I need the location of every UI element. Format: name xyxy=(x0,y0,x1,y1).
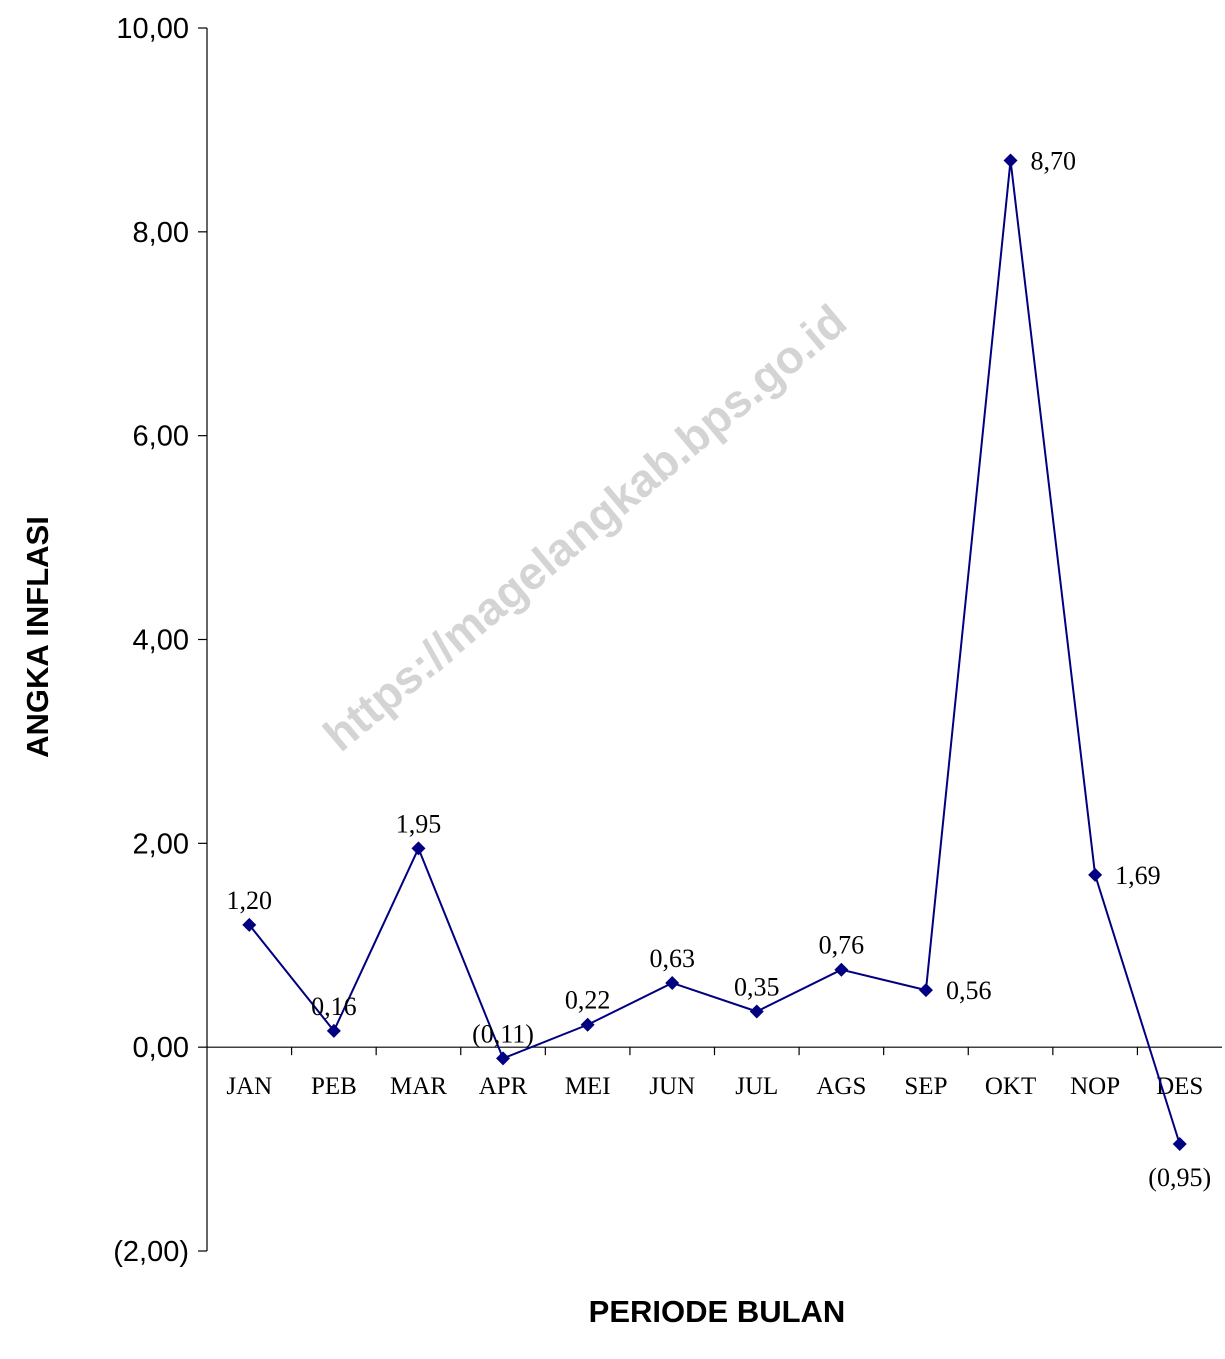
x-tick-label: SEP xyxy=(904,1073,947,1100)
x-tick-label: APR xyxy=(479,1073,528,1100)
series-group xyxy=(242,153,1187,1151)
y-tick-label: 8,00 xyxy=(133,217,189,249)
y-tick-label: (2,00) xyxy=(113,1236,189,1268)
data-label: 8,70 xyxy=(1031,146,1077,175)
data-point-marker xyxy=(1172,1136,1187,1151)
data-point-marker xyxy=(242,917,257,932)
data-label: 1,95 xyxy=(396,809,442,838)
x-tick-label: OKT xyxy=(985,1073,1036,1100)
data-point-marker xyxy=(665,975,680,990)
data-point-marker xyxy=(749,1004,764,1019)
data-point-marker xyxy=(1088,867,1103,882)
x-tick-label: NOP xyxy=(1070,1073,1120,1100)
data-label: (0,95) xyxy=(1148,1163,1211,1192)
data-label: 0,63 xyxy=(649,944,695,973)
watermark-text: https://magelangkab.bps.go.id xyxy=(313,294,855,761)
x-axis-title: PERIODE BULAN xyxy=(589,1294,846,1329)
x-tick-label: JUL xyxy=(735,1073,778,1100)
x-tick-label: PEB xyxy=(311,1073,357,1100)
data-point-marker xyxy=(834,962,849,977)
y-tick-label: 10,00 xyxy=(116,13,189,45)
x-tick-label: AGS xyxy=(816,1073,866,1100)
data-point-marker xyxy=(1003,153,1018,168)
data-label: 0,35 xyxy=(734,972,780,1001)
data-label: 1,69 xyxy=(1115,861,1161,890)
x-tick-label: JAN xyxy=(226,1073,272,1100)
x-tick-label: JUN xyxy=(649,1073,695,1100)
x-tick-label: MAR xyxy=(390,1073,447,1100)
y-tick-label: 0,00 xyxy=(133,1032,189,1064)
data-label: 0,76 xyxy=(819,931,865,960)
x-axis-ticks: JAN PEB MAR APR MEI JUN JUL AGS SEP OKT NOP DES xyxy=(226,1047,1203,1100)
data-label: 0,16 xyxy=(311,992,357,1021)
x-tick-label: MEI xyxy=(565,1073,611,1100)
data-point-marker xyxy=(580,1017,595,1032)
y-tick-label: 2,00 xyxy=(133,828,189,860)
data-label: (0,11) xyxy=(472,1019,534,1048)
y-axis-title: ANGKA INFLASI xyxy=(20,516,55,758)
data-point-marker xyxy=(326,1023,341,1038)
y-tick-label: 6,00 xyxy=(133,421,189,453)
data-point-marker xyxy=(411,841,426,856)
series-line xyxy=(248,160,1181,1145)
data-point-marker xyxy=(496,1051,511,1066)
data-label: 1,20 xyxy=(227,886,273,915)
data-label: 0,22 xyxy=(565,986,611,1015)
axes xyxy=(206,28,1222,1251)
y-axis-ticks: 10,00 8,00 6,00 4,00 2,00 0,00 (2,00) xyxy=(113,13,207,1268)
data-label: 0,56 xyxy=(946,976,992,1005)
data-point-marker xyxy=(918,983,933,998)
y-tick-label: 4,00 xyxy=(133,625,189,657)
x-tick-label: DES xyxy=(1156,1073,1203,1100)
data-labels: 1,20 0,16 1,95 (0,11) 0,22 0,63 0,35 0,76 0,56 8,… xyxy=(227,146,1212,1191)
